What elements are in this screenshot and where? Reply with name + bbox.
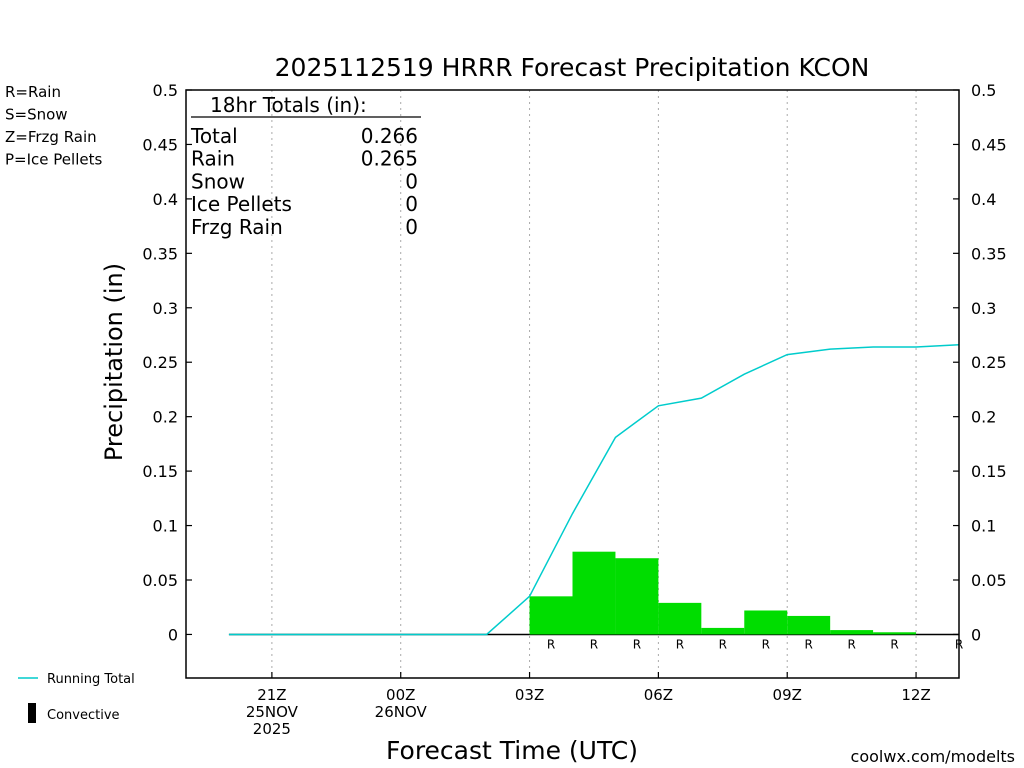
legend-label-1: Convective (47, 708, 120, 723)
ptype-label-1: R (590, 637, 598, 651)
totals-value-3: 0 (405, 192, 418, 216)
totals-label-0: Total (190, 124, 238, 148)
totals-box: 18hr Totals (in): Total 0.266 Rain 0.265 Snow… (190, 93, 421, 239)
running-total-line (228, 344, 960, 636)
ptype-label-7: R (847, 637, 855, 651)
y-tick-label-right-8: 0.4 (971, 190, 996, 209)
y-tick-label-left-9: 0.45 (142, 135, 178, 154)
ptype-label-6: R (805, 637, 813, 651)
precip-bar-0 (529, 596, 573, 635)
y-tick-label-left-6: 0.3 (153, 299, 178, 318)
ptype-label-5: R (762, 637, 770, 651)
totals-header: 18hr Totals (in): (210, 93, 367, 117)
precip-bar-6 (787, 615, 831, 635)
ptype-label-0: R (547, 637, 555, 651)
y-tick-label-left-8: 0.4 (153, 190, 178, 209)
y-tick-label-left-5: 0.25 (142, 353, 178, 372)
y-axis: 0 00.05 0.050.1 0.10.15 0.150.2 0.20.25 0.250.… (142, 81, 1006, 644)
totals-value-4: 0 (405, 215, 418, 239)
watermark: coolwx.com/modelts (851, 747, 1015, 766)
totals-label-3: Ice Pellets (191, 192, 292, 216)
totals-label-4: Frzg Rain (191, 215, 283, 239)
totals-label-2: Snow (191, 169, 245, 193)
y-tick-label-left-3: 0.15 (142, 462, 178, 481)
y-tick-label-left-0: 0 (168, 625, 178, 644)
totals-value-2: 0 (405, 169, 418, 193)
ptype-legend-item-2: Z=Frzg Rain (5, 128, 97, 146)
ptype-legend: R=Rain S=Snow Z=Frzg Rain P=Ice Pellets (5, 83, 102, 169)
y-tick-label-right-5: 0.25 (971, 353, 1007, 372)
y-tick-label-right-1: 0.05 (971, 571, 1007, 590)
x-tick-label-4-0: 09Z (773, 686, 802, 704)
ptype-legend-item-1: S=Snow (5, 106, 68, 124)
y-tick-label-left-1: 0.05 (142, 571, 178, 590)
ptype-legend-item-3: P=Ice Pellets (5, 151, 102, 169)
x-tick-label-1-0: 00Z (386, 686, 415, 704)
ptype-label-2: R (633, 637, 641, 651)
y-tick-label-right-4: 0.2 (971, 408, 996, 427)
totals-label-1: Rain (191, 147, 235, 171)
legend-swatch-convective (28, 703, 36, 723)
x-tick-label-3-0: 06Z (644, 686, 673, 704)
precip-bar-3 (658, 602, 702, 635)
x-axis-label: Forecast Time (UTC) (386, 736, 638, 765)
y-tick-label-right-6: 0.3 (971, 299, 996, 318)
totals-value-0: 0.266 (361, 124, 418, 148)
x-tick-label-0-2: 2025 (253, 720, 291, 738)
precip-bar-8 (873, 632, 917, 635)
ptype-label-3: R (676, 637, 684, 651)
x-tick-label-1-1: 26NOV (375, 703, 428, 721)
y-axis-label: Precipitation (in) (100, 263, 128, 461)
x-tick-label-0-1: 25NOV (246, 703, 299, 721)
ptype-legend-item-0: R=Rain (5, 83, 61, 101)
x-tick-label-5-0: 12Z (901, 686, 930, 704)
precip-bar-1 (572, 551, 616, 635)
ptype-label-8: R (890, 637, 898, 651)
y-tick-label-left-2: 0.1 (153, 517, 178, 536)
y-tick-label-right-3: 0.15 (971, 462, 1007, 481)
y-tick-label-right-7: 0.35 (971, 244, 1007, 263)
precip-bars (529, 551, 917, 635)
y-tick-label-left-10: 0.5 (153, 81, 178, 100)
running-total-series (228, 344, 960, 636)
totals-value-1: 0.265 (361, 147, 418, 171)
precip-bar-2 (615, 558, 659, 635)
chart-title: 2025112519 HRRR Forecast Precipitation K… (275, 53, 870, 82)
y-tick-label-right-10: 0.5 (971, 81, 996, 100)
x-tick-label-0-0: 21Z (257, 686, 286, 704)
y-tick-label-right-2: 0.1 (971, 517, 996, 536)
precip-bar-5 (744, 610, 788, 635)
x-tick-label-2-0: 03Z (515, 686, 544, 704)
y-tick-label-left-4: 0.2 (153, 408, 178, 427)
plot-frame (185, 89, 960, 679)
y-tick-label-right-0: 0 (971, 625, 981, 644)
precip-bar-7 (830, 630, 874, 635)
legend-label-0: Running Total (47, 672, 135, 687)
series-legend: Running Total Convective (18, 672, 135, 723)
ptype-label-4: R (719, 637, 727, 651)
y-tick-label-right-9: 0.45 (971, 135, 1007, 154)
y-tick-label-left-7: 0.35 (142, 244, 178, 263)
precip-bar-4 (701, 627, 745, 635)
